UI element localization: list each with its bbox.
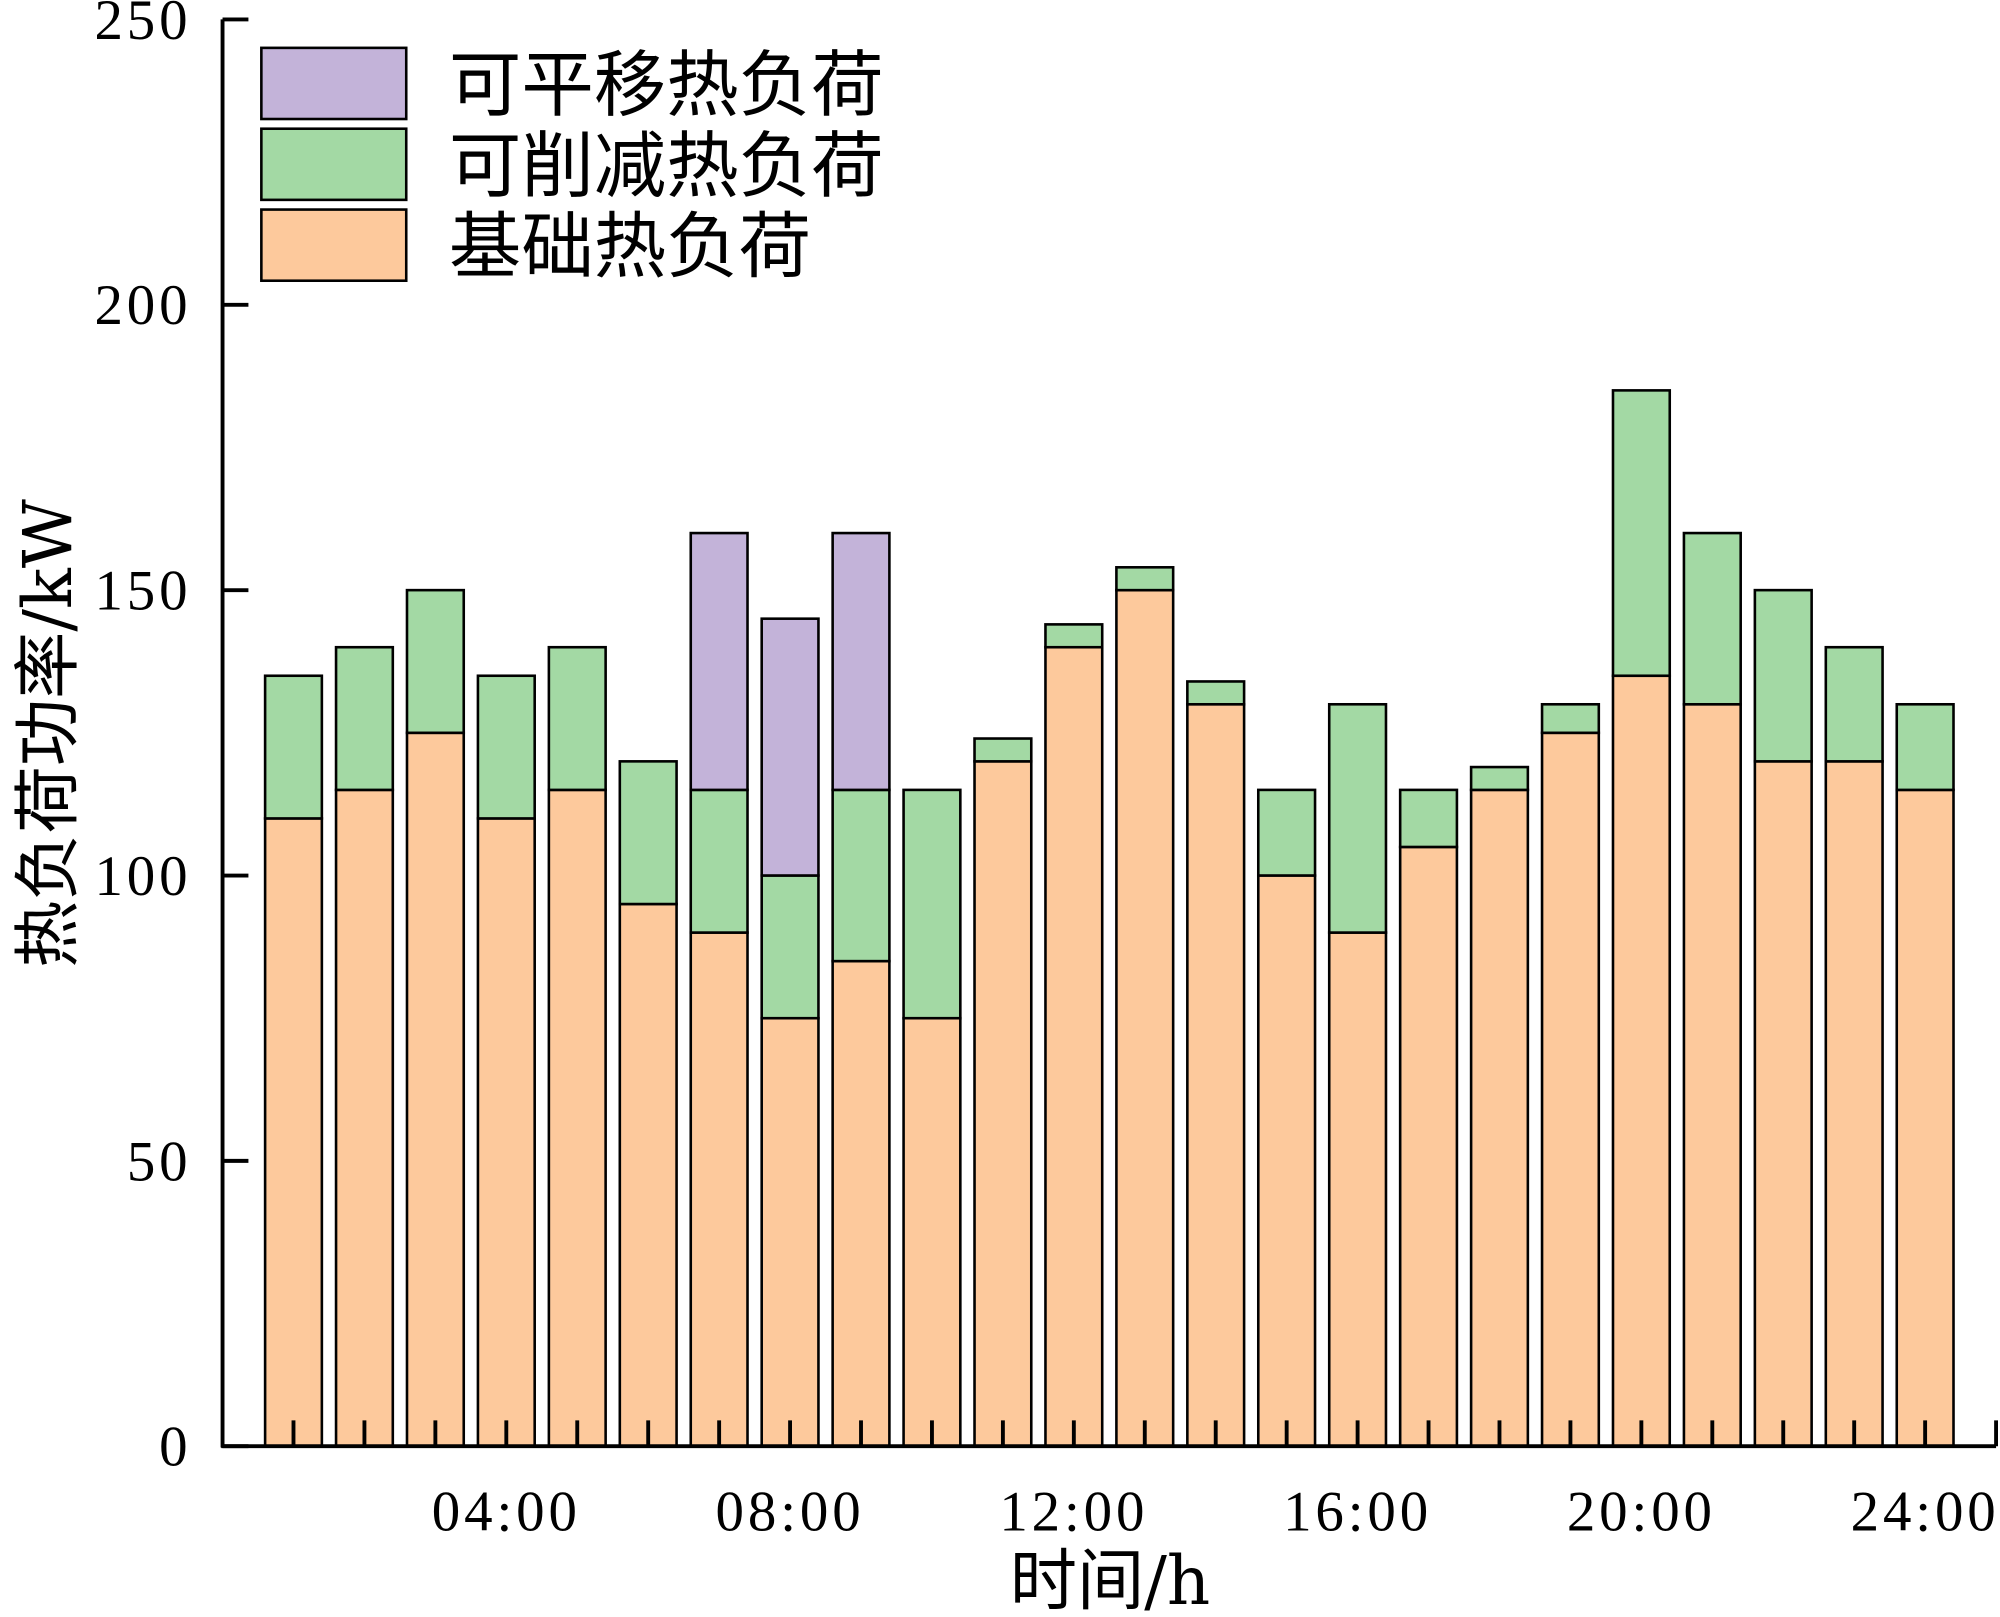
bar-series-0-x-2: [334, 788, 395, 1448]
bar-series-1-x-22: [1753, 588, 1813, 763]
x-tick-label-24: 24:00: [1851, 1480, 2000, 1543]
bar-series-1-x-2: [334, 645, 395, 792]
y-tick-label-100: 100: [94, 845, 191, 908]
bar-series-1-x-4: [476, 674, 536, 820]
bar-series-0-x-22: [1753, 760, 1813, 1448]
ticks-group: 0 50 100 150 200 250 04:00 08:00 12:00 16:00 20:00…: [94, 0, 1999, 1543]
bar-series-0-x-1: [263, 817, 324, 1448]
legend-label-2: 可平移热负荷: [449, 44, 884, 128]
bar-series-1-x-6: [618, 760, 678, 906]
bar-series-1-x-18: [1469, 765, 1530, 792]
bar-series-0-x-4: [476, 817, 536, 1448]
bar-series-1-x-15: [1256, 788, 1317, 877]
bar-series-0-x-3: [405, 731, 466, 1448]
bar-series-1-x-13: [1115, 566, 1175, 592]
bar-series-0-x-7: [689, 931, 749, 1448]
bar-series-1-x-10: [902, 788, 962, 1020]
x-axis-label: 时间/h: [1010, 1542, 1210, 1617]
bar-series-0-x-18: [1469, 788, 1530, 1448]
x-tick-label-8: 08:00: [716, 1480, 865, 1543]
bar-series-1-x-17: [1398, 788, 1459, 849]
legend-swatch-2: [260, 46, 408, 121]
bar-series-0-x-16: [1327, 931, 1388, 1448]
y-tick-label-50: 50: [127, 1130, 192, 1193]
bar-series-1-x-1: [263, 674, 324, 820]
bar-series-0-x-6: [618, 902, 678, 1448]
bar-series-1-x-12: [1044, 623, 1104, 649]
bar-series-2-x-9: [831, 531, 891, 792]
bar-series-1-x-16: [1327, 702, 1388, 934]
legend-label-1: 可削减热负荷: [449, 125, 884, 209]
y-tick-label-200: 200: [94, 274, 191, 337]
x-tick-label-12: 12:00: [999, 1480, 1148, 1543]
bar-series-1-x-19: [1540, 702, 1601, 735]
bar-series-0-x-10: [902, 1016, 962, 1448]
bar-series-1-x-3: [405, 588, 466, 735]
bar-series-2-x-7: [689, 531, 749, 792]
bar-series-1-x-11: [973, 737, 1033, 763]
bar-series-2-x-8: [760, 617, 820, 877]
x-tick-label-16: 16:00: [1283, 1480, 1432, 1543]
bar-series-1-x-7: [689, 788, 749, 934]
bar-series-0-x-5: [547, 788, 607, 1448]
bars-group: [263, 389, 1955, 1448]
x-tick-label-20: 20:00: [1567, 1480, 1716, 1543]
bar-series-0-x-8: [760, 1016, 820, 1448]
bar-series-0-x-23: [1824, 760, 1884, 1448]
bar-series-0-x-14: [1186, 702, 1246, 1448]
bar-series-0-x-12: [1044, 645, 1104, 1448]
bar-series-0-x-20: [1611, 674, 1672, 1448]
bar-series-1-x-8: [760, 874, 820, 1020]
bar-series-1-x-24: [1895, 702, 1955, 792]
bar-series-1-x-21: [1682, 531, 1742, 706]
bar-series-1-x-23: [1824, 645, 1884, 763]
bar-series-1-x-5: [547, 645, 607, 792]
y-tick-label-150: 150: [94, 560, 191, 623]
bar-series-1-x-14: [1186, 680, 1246, 706]
legend-swatch-0: [260, 208, 408, 283]
y-tick-label-0: 0: [159, 1416, 191, 1479]
bar-series-0-x-21: [1682, 702, 1742, 1448]
bar-series-1-x-9: [831, 788, 891, 963]
y-axis-label: 热负荷功率/kW: [9, 499, 87, 968]
legend-label-0: 基础热负荷: [449, 206, 811, 290]
bar-series-0-x-24: [1895, 788, 1955, 1448]
y-tick-label-250: 250: [94, 0, 191, 52]
x-tick-label-4: 04:00: [432, 1480, 581, 1543]
bar-series-0-x-19: [1540, 731, 1601, 1448]
bar-series-0-x-13: [1115, 588, 1175, 1448]
bar-series-0-x-11: [973, 760, 1033, 1448]
bar-series-0-x-17: [1398, 845, 1459, 1448]
legend-swatch-1: [260, 127, 408, 202]
bar-series-0-x-9: [831, 959, 891, 1448]
bar-series-1-x-20: [1611, 389, 1672, 678]
bar-series-0-x-15: [1256, 874, 1317, 1448]
